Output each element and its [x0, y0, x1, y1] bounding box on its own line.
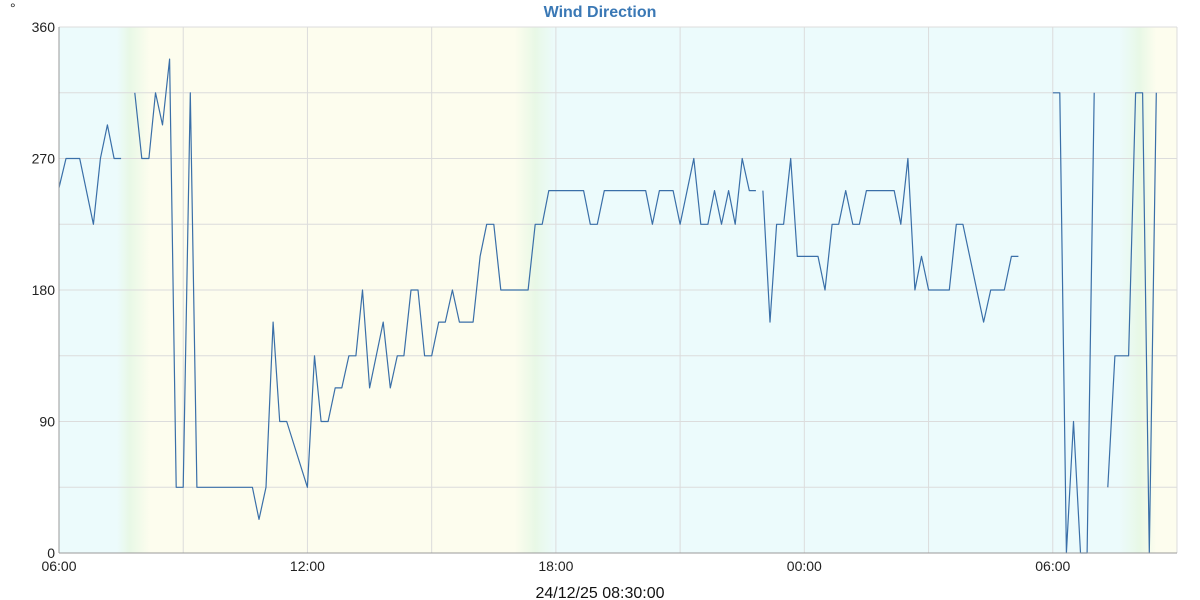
y-tick-label: 90 — [39, 414, 55, 430]
x-tick-label: 06:00 — [41, 558, 76, 574]
wind-direction-line-segment — [134, 58, 756, 521]
x-tick-label: 00:00 — [787, 558, 822, 574]
y-tick-label: 0 — [47, 545, 55, 561]
x-tick-label: 18:00 — [538, 558, 573, 574]
x-tick-label: 12:00 — [290, 558, 325, 574]
wind-direction-line-segment — [762, 157, 1019, 323]
timestamp-label: 24/12/25 08:30:00 — [535, 585, 664, 600]
y-tick-label: 180 — [32, 282, 56, 298]
axes: 0 90 180 270 360 06:00 12:00 18:00 00:00 06:00 — [32, 19, 1177, 574]
y-tick-label: 270 — [32, 151, 56, 167]
unit-label: ° — [10, 0, 16, 16]
x-tick-label: 06:00 — [1035, 558, 1070, 574]
chart-title: Wind Direction — [544, 4, 657, 21]
y-tick-label: 360 — [32, 19, 56, 35]
wind-direction-line-segment — [58, 124, 122, 225]
